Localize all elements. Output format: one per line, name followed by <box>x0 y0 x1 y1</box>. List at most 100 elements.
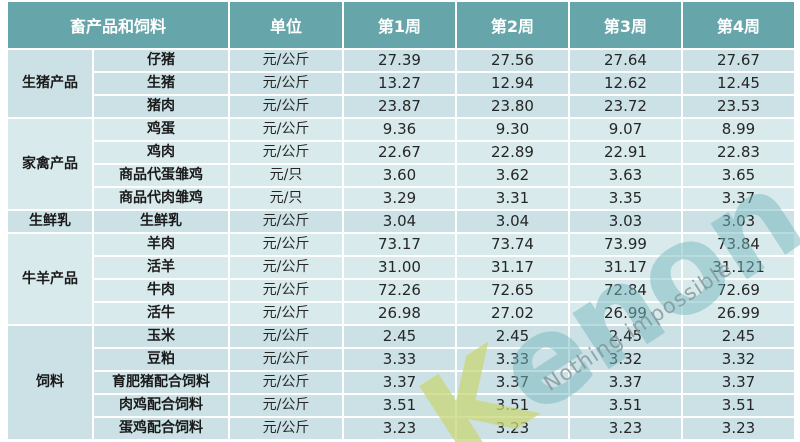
item-label: 生鲜乳 <box>94 211 228 232</box>
week2-value: 3.51 <box>457 395 568 416</box>
week2-value: 3.37 <box>457 372 568 393</box>
week3-value: 12.62 <box>570 73 681 94</box>
week4-value: 3.37 <box>683 372 794 393</box>
week3-value: 3.51 <box>570 395 681 416</box>
week4-value: 72.69 <box>683 280 794 301</box>
unit-label: 元/公斤 <box>230 119 342 140</box>
week4-value: 8.99 <box>683 119 794 140</box>
week1-value: 73.17 <box>344 234 455 255</box>
week3-value: 73.99 <box>570 234 681 255</box>
week2-value: 72.65 <box>457 280 568 301</box>
week1-value: 3.04 <box>344 211 455 232</box>
week1-value: 26.98 <box>344 303 455 324</box>
group-label: 饲料 <box>8 326 92 439</box>
unit-label: 元/公斤 <box>230 372 342 393</box>
week3-value: 3.63 <box>570 165 681 186</box>
week2-value: 31.17 <box>457 257 568 278</box>
price-table: 畜产品和饲料 单位 第1周 第2周 第3周 第4周 生猪产品 仔猪 元/公斤 27.3… <box>6 0 796 441</box>
week3-value: 22.91 <box>570 142 681 163</box>
week3-value: 72.84 <box>570 280 681 301</box>
item-label: 育肥猪配合饲料 <box>94 372 228 393</box>
item-label: 蛋鸡配合饲料 <box>94 418 228 439</box>
week1-value: 23.87 <box>344 96 455 117</box>
unit-label: 元/只 <box>230 188 342 209</box>
week4-value: 3.37 <box>683 188 794 209</box>
table-row: 家禽产品 鸡蛋 元/公斤 9.36 9.30 9.07 8.99 <box>8 119 794 209</box>
item-label: 肉鸡配合饲料 <box>94 395 228 416</box>
item-label: 牛肉 <box>94 280 228 301</box>
week4-value: 23.53 <box>683 96 794 117</box>
week2-value: 3.33 <box>457 349 568 370</box>
unit-label: 元/公斤 <box>230 303 342 324</box>
week3-value: 26.99 <box>570 303 681 324</box>
unit-label: 元/公斤 <box>230 50 342 71</box>
item-label: 商品代肉雏鸡 <box>94 188 228 209</box>
table-row: 生鲜乳 生鲜乳 元/公斤 3.04 3.04 3.03 3.03 <box>8 211 794 232</box>
table-row: 肉鸡配合饲料 元/公斤 3.51 3.51 3.51 3.51 <box>8 395 794 416</box>
table-body: 生猪产品 仔猪 元/公斤 27.39 27.56 27.64 27.67 生猪 元/公斤 13.2… <box>8 50 794 439</box>
table-row: 牛肉 元/公斤 72.26 72.65 72.84 72.69 <box>8 280 794 301</box>
week2-value: 12.94 <box>457 73 568 94</box>
unit-label: 元/公斤 <box>230 395 342 416</box>
week4-value: 2.45 <box>683 326 794 347</box>
unit-label: 元/公斤 <box>230 257 342 278</box>
item-label: 活羊 <box>94 257 228 278</box>
item-label: 活牛 <box>94 303 228 324</box>
week1-value: 72.26 <box>344 280 455 301</box>
item-label: 鸡肉 <box>94 142 228 163</box>
header-week4-col: 第4周 <box>683 2 794 48</box>
week3-value: 23.72 <box>570 96 681 117</box>
table-row: 活羊 元/公斤 31.00 31.17 31.17 31.121 <box>8 257 794 278</box>
item-label: 玉米 <box>94 326 228 347</box>
header-week1-col: 第1周 <box>344 2 455 48</box>
table-row: 豆粕 元/公斤 3.33 3.33 3.32 3.32 <box>8 349 794 370</box>
table-row: 商品代肉雏鸡 元/只 3.29 3.31 3.35 3.37 <box>8 188 794 209</box>
week3-value: 31.17 <box>570 257 681 278</box>
unit-label: 元/公斤 <box>230 96 342 117</box>
table-row: 牛羊产品 羊肉 元/公斤 73.17 73.74 73.99 73.84 <box>8 234 794 324</box>
table-row: 饲料 玉米 元/公斤 2.45 2.45 2.45 2.45 <box>8 326 794 439</box>
header-row: 畜产品和饲料 单位 第1周 第2周 第3周 第4周 <box>8 2 794 48</box>
header-week2-col: 第2周 <box>457 2 568 48</box>
week4-value: 3.03 <box>683 211 794 232</box>
week4-value: 73.84 <box>683 234 794 255</box>
week1-value: 3.23 <box>344 418 455 439</box>
unit-label: 元/只 <box>230 165 342 186</box>
week2-value: 73.74 <box>457 234 568 255</box>
unit-label: 元/公斤 <box>230 349 342 370</box>
unit-label: 元/公斤 <box>230 280 342 301</box>
week3-value: 3.35 <box>570 188 681 209</box>
week2-value: 2.45 <box>457 326 568 347</box>
week3-value: 2.45 <box>570 326 681 347</box>
item-label: 仔猪 <box>94 50 228 71</box>
unit-label: 元/公斤 <box>230 73 342 94</box>
table-row: 育肥猪配合饲料 元/公斤 3.37 3.37 3.37 3.37 <box>8 372 794 393</box>
unit-label: 元/公斤 <box>230 142 342 163</box>
week4-value: 26.99 <box>683 303 794 324</box>
week2-value: 27.02 <box>457 303 568 324</box>
week4-value: 3.65 <box>683 165 794 186</box>
table-row: 活牛 元/公斤 26.98 27.02 26.99 26.99 <box>8 303 794 324</box>
week4-value: 3.23 <box>683 418 794 439</box>
week3-value: 3.37 <box>570 372 681 393</box>
item-label: 猪肉 <box>94 96 228 117</box>
week2-value: 3.23 <box>457 418 568 439</box>
week2-value: 3.31 <box>457 188 568 209</box>
table-row: 生猪 元/公斤 13.27 12.94 12.62 12.45 <box>8 73 794 94</box>
week2-value: 22.89 <box>457 142 568 163</box>
week1-value: 3.29 <box>344 188 455 209</box>
week4-value: 27.67 <box>683 50 794 71</box>
unit-label: 元/公斤 <box>230 326 342 347</box>
header-product-col: 畜产品和饲料 <box>8 2 228 48</box>
week4-value: 3.51 <box>683 395 794 416</box>
week3-value: 3.32 <box>570 349 681 370</box>
week1-value: 3.37 <box>344 372 455 393</box>
week1-value: 9.36 <box>344 119 455 140</box>
header-week3-col: 第3周 <box>570 2 681 48</box>
week2-value: 3.04 <box>457 211 568 232</box>
table-row: 生猪产品 仔猪 元/公斤 27.39 27.56 27.64 27.67 <box>8 50 794 117</box>
item-label: 豆粕 <box>94 349 228 370</box>
unit-label: 元/公斤 <box>230 418 342 439</box>
week2-value: 9.30 <box>457 119 568 140</box>
week4-value: 22.83 <box>683 142 794 163</box>
